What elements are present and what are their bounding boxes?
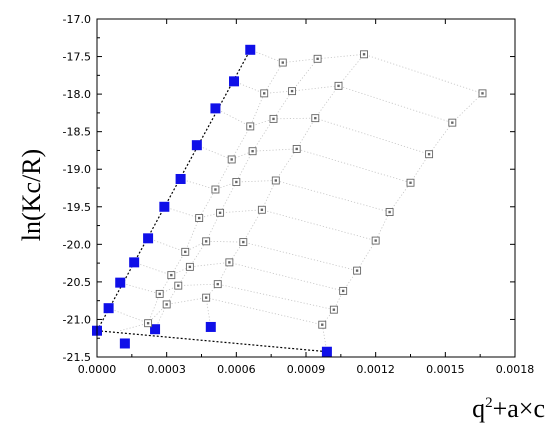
guide-line-angle bbox=[154, 58, 318, 330]
guide-line-concentration bbox=[147, 237, 358, 271]
y-tick-label: -21.5 bbox=[63, 351, 91, 364]
x-tick-label: 0.0018 bbox=[496, 363, 535, 376]
guide-line-concentration bbox=[180, 178, 390, 213]
extrapolated-point bbox=[103, 303, 114, 314]
y-tick-label: -21.0 bbox=[63, 313, 91, 326]
y-tick-label: -19.5 bbox=[63, 201, 91, 214]
extrapolation-line bbox=[96, 49, 251, 331]
extrapolated-point bbox=[245, 44, 256, 55]
measured-point-dot bbox=[197, 216, 201, 220]
measured-point-dot bbox=[188, 265, 192, 269]
measured-point-dot bbox=[260, 208, 264, 211]
extrapolated-point bbox=[129, 257, 140, 268]
measured-point-dot bbox=[451, 121, 454, 124]
y-axis-title: ln(Kc/R) bbox=[17, 149, 46, 241]
x-tick-label: 0.0009 bbox=[287, 363, 326, 376]
measured-point-dot bbox=[204, 296, 208, 299]
measured-point-dot bbox=[341, 289, 345, 293]
x-axis-title-rest: +a×c bbox=[493, 394, 545, 423]
guide-line-angle bbox=[321, 93, 483, 352]
measured-point-dot bbox=[214, 188, 217, 191]
measured-point-dot bbox=[314, 116, 317, 120]
measured-point-dot bbox=[242, 240, 245, 244]
measured-point-dot bbox=[184, 250, 187, 254]
guide-line-concentration bbox=[233, 80, 453, 124]
measured-point-dot bbox=[230, 158, 233, 161]
x-axis-title-sup: 2 bbox=[485, 395, 493, 411]
y-tick-label: -18.5 bbox=[63, 126, 91, 139]
measured-point-dot bbox=[281, 61, 284, 64]
x-tick-label: 0.0003 bbox=[147, 363, 186, 376]
x-tick-label: 0.0000 bbox=[78, 363, 117, 376]
measured-point-dot bbox=[235, 180, 238, 184]
measured-point-dot bbox=[362, 53, 366, 56]
measured-point-dot bbox=[374, 239, 377, 242]
guide-line-concentration bbox=[196, 144, 411, 184]
guide-line-concentration bbox=[108, 297, 323, 326]
measured-point-dot bbox=[158, 292, 161, 296]
measured-point-dot bbox=[409, 181, 412, 184]
measured-point-dot bbox=[146, 322, 150, 325]
measured-point-dot bbox=[481, 92, 484, 95]
measured-point-dot bbox=[321, 323, 324, 326]
guide-line-concentration bbox=[134, 261, 344, 292]
extrapolated-point bbox=[229, 76, 240, 87]
y-tick-label: -17.0 bbox=[63, 13, 91, 26]
measured-point-dot bbox=[165, 303, 168, 306]
measured-point-dot bbox=[388, 210, 391, 214]
x-axis-title: q2+a×c bbox=[472, 394, 545, 423]
x-tick-label: 0.0006 bbox=[217, 363, 256, 376]
guide-line-concentration bbox=[164, 206, 376, 241]
extrapolated-point bbox=[191, 140, 202, 151]
guide-line-concentration bbox=[120, 282, 334, 311]
x-tick-label: 0.0012 bbox=[356, 363, 395, 376]
measured-point-dot bbox=[249, 125, 252, 128]
data-points bbox=[92, 44, 487, 357]
guide-line-angle bbox=[120, 62, 284, 332]
extrapolated-point bbox=[143, 233, 154, 244]
measured-point-dot bbox=[427, 153, 431, 156]
measured-point-dot bbox=[274, 179, 278, 182]
extrapolation-line bbox=[96, 330, 327, 353]
x-tick-label: 0.0015 bbox=[426, 363, 465, 376]
extrapolated-point bbox=[210, 103, 221, 114]
measured-point-dot bbox=[272, 117, 275, 121]
measured-point-dot bbox=[295, 147, 298, 151]
guide-line-concentration bbox=[215, 108, 430, 155]
plot-border bbox=[96, 18, 516, 358]
guide-line-angle bbox=[205, 54, 365, 328]
y-tick-label: -19.0 bbox=[63, 163, 91, 176]
measured-point-dot bbox=[332, 308, 336, 311]
extrapolated-point bbox=[150, 324, 161, 335]
extrapolated-point bbox=[119, 338, 130, 349]
plot-frame bbox=[96, 18, 516, 358]
extrapolated-point bbox=[159, 201, 170, 212]
y-tick-label: -18.0 bbox=[63, 88, 91, 101]
measured-point-dot bbox=[355, 269, 359, 272]
extrapolation-lines bbox=[96, 49, 327, 353]
measured-point-dot bbox=[337, 84, 340, 88]
measured-point-dot bbox=[316, 57, 319, 61]
measured-point-dot bbox=[170, 273, 173, 277]
measured-point-dot bbox=[216, 282, 219, 286]
extrapolated-point bbox=[321, 346, 332, 357]
measured-point-dot bbox=[228, 261, 231, 264]
y-tick-label: -20.0 bbox=[63, 238, 91, 251]
y-tick-label: -20.5 bbox=[63, 276, 91, 289]
measured-point-dot bbox=[263, 92, 266, 95]
extrapolated-point bbox=[205, 321, 216, 332]
measured-point-dot bbox=[251, 149, 254, 153]
extrapolated-point bbox=[175, 173, 186, 184]
measured-point-dot bbox=[177, 284, 180, 287]
axis-ticks: 0.0000 0.0003 0.0006 0.0009 0.0012 0.0015 0.00… bbox=[63, 13, 535, 376]
measured-point-dot bbox=[218, 211, 222, 214]
y-tick-label: -17.5 bbox=[63, 51, 91, 64]
extrapolated-point bbox=[115, 277, 126, 288]
measured-point-dot bbox=[290, 89, 294, 93]
x-axis-title-base: q bbox=[472, 394, 485, 423]
measured-point-dot bbox=[204, 240, 208, 243]
guide-line-concentration bbox=[250, 49, 483, 94]
